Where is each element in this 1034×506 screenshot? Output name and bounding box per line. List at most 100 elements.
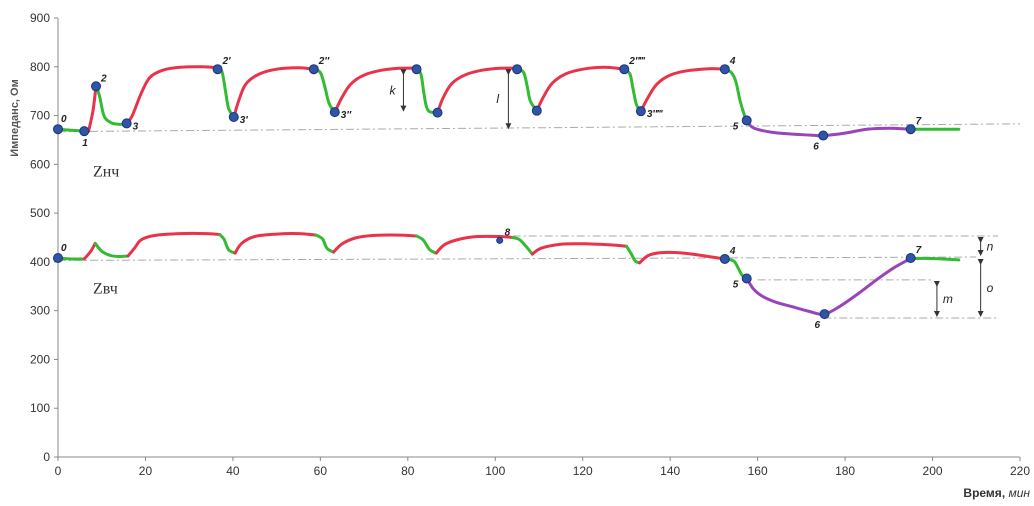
y-tick-label: 700 — [30, 109, 50, 123]
series-line-recovery — [745, 118, 913, 138]
key-point-label: 2 — [100, 73, 107, 84]
key-point-label: 4 — [729, 246, 736, 257]
key-point-label: 3 — [133, 121, 139, 132]
key-point-label: 3′ — [240, 115, 249, 126]
dimension-label: n — [987, 240, 994, 254]
y-tick-label: 500 — [30, 206, 50, 220]
series-line-fall — [415, 234, 438, 255]
dimension-label: l — [496, 92, 499, 106]
series-line-fall — [312, 67, 337, 114]
x-tick-label: 80 — [401, 464, 415, 478]
key-point-marker — [741, 115, 752, 126]
key-point-label: 6 — [813, 142, 819, 153]
key-point-marker — [121, 118, 132, 129]
dimension-label: o — [987, 281, 994, 295]
key-point-label: 7 — [916, 116, 922, 127]
annotations-layer: k l n m o — [389, 69, 994, 317]
series-line-rise — [82, 241, 97, 261]
series-line-rise — [535, 65, 626, 113]
x-tick-label: 120 — [573, 464, 593, 478]
key-point-marker — [719, 64, 730, 75]
y-tick-label: 600 — [30, 157, 50, 171]
series-line-rise — [333, 66, 419, 114]
key-point-marker — [308, 64, 319, 75]
dimension-label: k — [389, 83, 396, 97]
series-line-fall — [515, 66, 539, 113]
key-point-label: 2″‴ — [628, 56, 645, 67]
key-point-marker — [619, 64, 630, 75]
y-axis-ticks: 0 100 200 300 400 500 600 700 800 900 — [30, 11, 58, 464]
series-line-fall — [415, 66, 440, 115]
series-line-rise — [434, 234, 515, 255]
key-point-marker — [741, 273, 752, 284]
key-point-marker — [91, 81, 102, 92]
series-line-rise — [332, 233, 419, 254]
series-line-fall — [94, 84, 129, 126]
y-tick-label: 200 — [30, 352, 50, 366]
series-line-rise — [233, 232, 318, 255]
series-line-rise — [126, 231, 222, 258]
key-point-label: 2″ — [318, 56, 331, 67]
key-point-marker — [719, 253, 730, 264]
series-line-fall — [909, 256, 961, 262]
key-point-marker — [531, 105, 542, 116]
key-point-marker — [53, 124, 63, 135]
key-point-marker — [411, 64, 422, 75]
key-point-marker — [228, 112, 239, 123]
key-point-label: 5 — [733, 121, 739, 132]
y-tick-label: 300 — [30, 304, 50, 318]
series-line-fall — [625, 244, 642, 265]
key-point-label: 4 — [729, 56, 736, 67]
series-line-rise — [87, 84, 98, 133]
key-point-marker — [819, 309, 830, 320]
x-tick-label: 180 — [835, 464, 855, 478]
key-point-label: 8 — [505, 227, 511, 238]
key-point-label: 1 — [82, 138, 88, 149]
key-point-label: 3″‴ — [647, 109, 663, 120]
x-tick-label: 220 — [1010, 464, 1030, 478]
x-tick-label: 140 — [660, 464, 680, 478]
reference-lines-layer — [57, 123, 1021, 319]
key-point-label: 6 — [815, 320, 821, 331]
series-layer — [56, 65, 961, 316]
x-axis-title: Время, мин — [963, 486, 1030, 500]
key-point-label: 5 — [733, 279, 739, 290]
series-line-fall — [314, 233, 335, 254]
series-line-rise — [530, 242, 628, 256]
series-line-recovery — [745, 257, 913, 316]
key-point-marker — [329, 107, 340, 118]
y-tick-label: 400 — [30, 255, 50, 269]
reference-line — [57, 123, 1021, 133]
x-tick-label: 100 — [485, 464, 505, 478]
y-tick-label: 800 — [30, 60, 50, 74]
key-point-marker — [635, 106, 646, 117]
series-line-fall — [216, 66, 236, 119]
x-axis-title-quantity: Время, — [963, 486, 1008, 500]
key-point-marker — [818, 130, 829, 141]
series-line-fall — [93, 241, 130, 259]
series-line-fall — [622, 67, 643, 113]
axes-layer: 0 20 40 60 80 100 120 140 160 180 200 220 010020030… — [30, 11, 1030, 478]
key-point-marker — [496, 236, 504, 244]
series-labels-layer: Zнч Zвч — [93, 164, 119, 298]
series-line-fall — [218, 233, 237, 255]
key-points-layer: 0 1 2 3 2′ 3′ 2″ 3″ 2″‴ 3″‴ 4 5 6 7 0 8 4 5 6 7 — [53, 56, 922, 331]
y-tick-label: 100 — [30, 401, 50, 415]
y-tick-label: 900 — [30, 11, 50, 25]
key-point-label: 3″ — [341, 110, 353, 121]
series-label-1: Zвч — [93, 281, 118, 298]
x-axis-title-unit: мин — [1008, 486, 1030, 500]
dimension-label: m — [943, 292, 953, 306]
key-point-label: 0 — [61, 243, 67, 254]
series-label-0: Zнч — [93, 164, 119, 181]
x-axis-ticks: 0 20 40 60 80 100 120 140 160 180 200 220 — [55, 457, 1030, 478]
reference-line — [57, 256, 977, 261]
key-point-marker — [905, 124, 916, 135]
series-line-fall — [511, 236, 534, 256]
x-tick-label: 40 — [226, 464, 240, 478]
x-tick-label: 0 — [55, 464, 62, 478]
key-point-marker — [432, 107, 443, 118]
series-line-rise — [638, 250, 727, 265]
